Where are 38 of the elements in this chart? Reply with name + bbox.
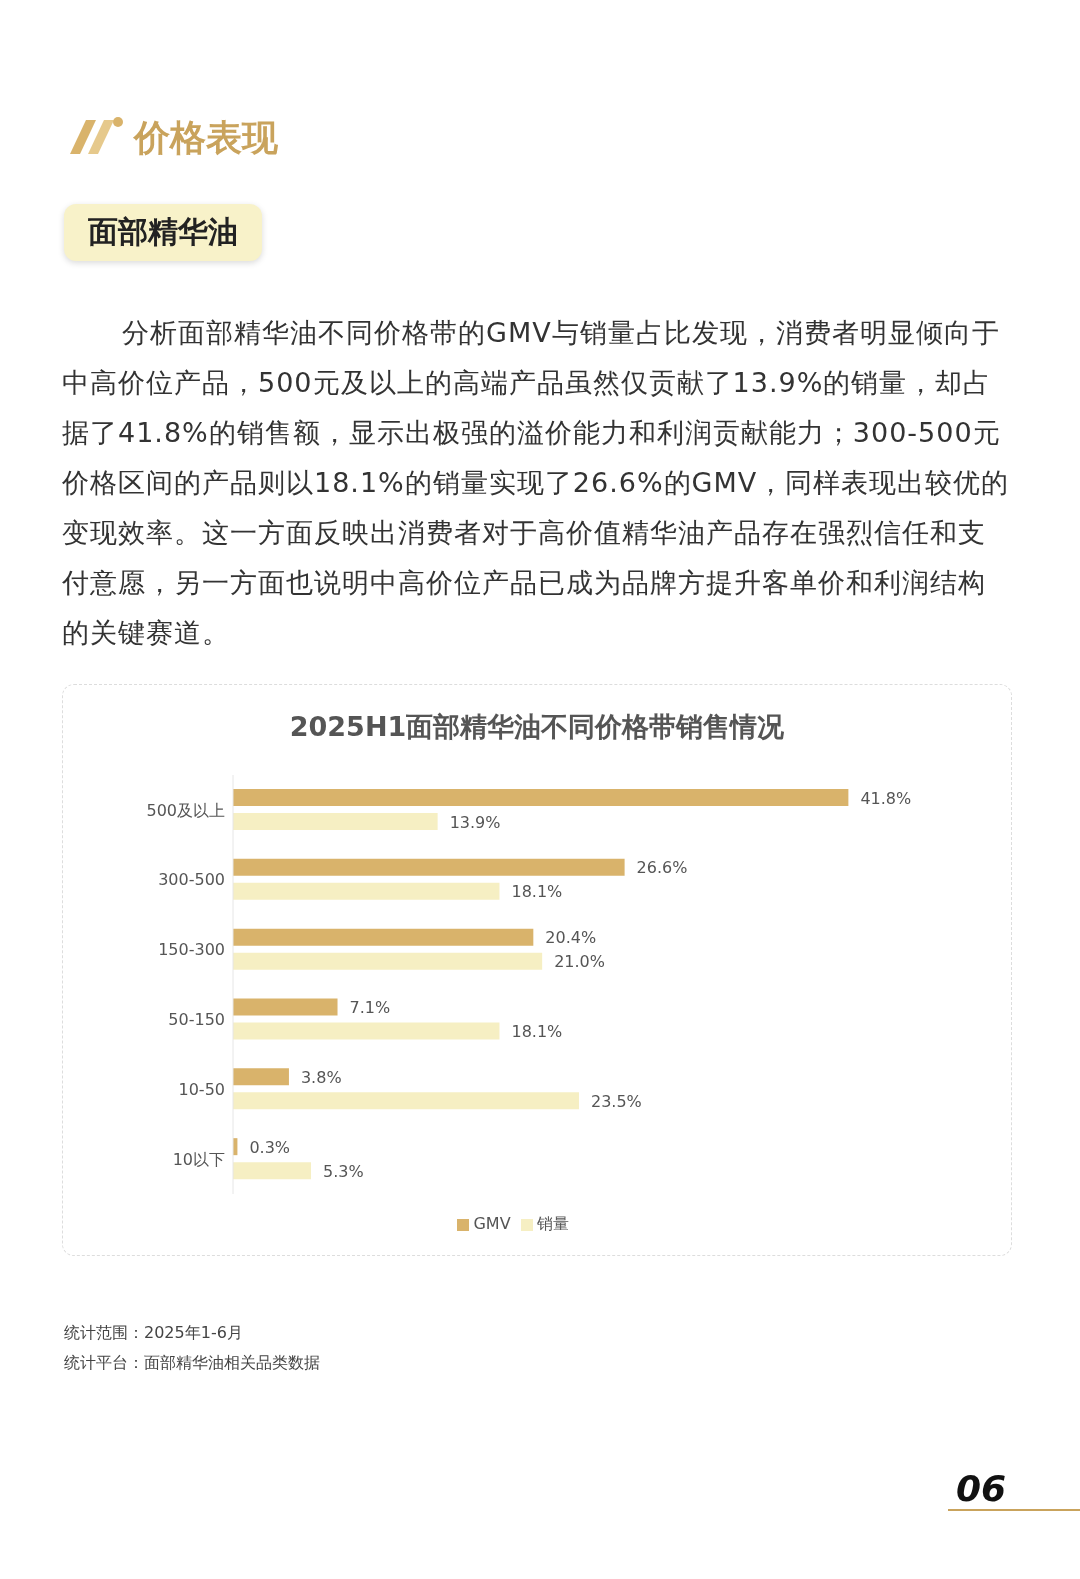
data-label: 0.3% <box>249 1137 291 1157</box>
y-tick-label: 300-500 <box>158 870 225 890</box>
text: 面部精华油 <box>64 204 262 261</box>
legend-label: 销量 <box>536 1214 569 1233</box>
data-label: 20.4% <box>545 928 597 948</box>
bar <box>233 952 543 970</box>
data-label: 13.9% <box>449 812 501 832</box>
bar <box>233 1068 289 1086</box>
bar <box>233 998 338 1016</box>
data-label: 18.1% <box>511 882 563 902</box>
data-label: 5.3% <box>323 1161 364 1181</box>
chart-title: 2025H1面部精华油不同价格带销售情况 <box>288 710 786 744</box>
data-label: 23.5% <box>590 1091 642 1111</box>
bar <box>233 789 849 806</box>
bar <box>233 813 438 830</box>
y-tick-label: 500及以上 <box>146 800 225 820</box>
data-label: 7.1% <box>349 998 391 1017</box>
data-label: 18.1% <box>511 1022 563 1041</box>
data-label: 41.8% <box>860 788 912 808</box>
data-label: 21.0% <box>554 952 605 972</box>
bar <box>233 1092 579 1110</box>
bar <box>233 928 534 946</box>
y-tick-label: 10-50 <box>178 1079 225 1099</box>
y-tick-label: 10以下 <box>172 1149 225 1169</box>
data-label: 3.8% <box>300 1067 342 1087</box>
bar <box>233 882 500 900</box>
text: 统计范围：2025年1-6月 <box>64 1322 244 1344</box>
y-tick-label: 50-150 <box>168 1010 225 1030</box>
bar <box>233 1022 500 1040</box>
data-label: 26.6% <box>636 858 688 878</box>
y-tick-label: 150-300 <box>158 940 225 960</box>
text: 分析面部精华油不同价格带的GMV与销量占比发现，消费者明显倾向于中高价位产品，500元及以上的高端产品虽然仅贡献了13.9%的销量，却占据了41.8%的销售额，显示出极强的溢价能力和利润贡献能力；300-500元价格区间的产品则以18.1%的销量实现了26.6%的GMV，同样表现出较优的变现效率。这一方面反映出消费者对于高价值精华油产品存在强烈信任和支付意愿，另一方面也说明中高价位产品已成为品牌方提升客单价和利润结构的关键赛道。 <box>62 316 1011 650</box>
bar <box>233 858 625 876</box>
bar <box>233 1162 312 1180</box>
legend-label: GMV <box>473 1214 511 1233</box>
text: 统计平台：面部精华油相关品类数据 <box>64 1352 320 1374</box>
text: 价格表现 <box>134 116 278 160</box>
text: 06 <box>948 1468 1080 1511</box>
